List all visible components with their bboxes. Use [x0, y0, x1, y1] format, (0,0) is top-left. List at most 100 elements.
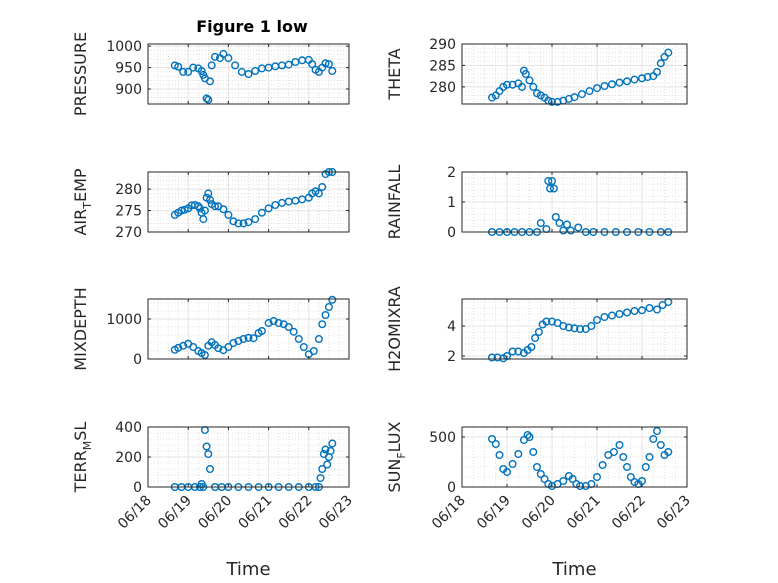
- y-tick-label: 0: [133, 352, 142, 368]
- data-point: [488, 435, 497, 444]
- data-point: [525, 76, 534, 85]
- y-tick-label: 4: [447, 319, 456, 335]
- data-point: [564, 323, 573, 332]
- data-point: [600, 81, 609, 90]
- data-point: [299, 343, 308, 352]
- y-tick-label: 200: [115, 450, 142, 466]
- data-point: [563, 220, 572, 229]
- data-point: [244, 69, 253, 78]
- y-tick-label: 400: [115, 420, 142, 436]
- data-point: [566, 226, 575, 235]
- data-point: [314, 335, 323, 344]
- data-point: [548, 97, 557, 106]
- data-point: [207, 61, 216, 70]
- data-point: [630, 307, 639, 316]
- y-tick-label: 900: [115, 82, 142, 98]
- data-point: [179, 341, 188, 350]
- data-point: [542, 317, 551, 326]
- data-point: [619, 453, 628, 462]
- data-point: [645, 453, 654, 462]
- subplot-air-temp: 270 275 280 AIRTEMP: [71, 167, 350, 241]
- data-point: [514, 450, 523, 459]
- data-point: [324, 303, 333, 312]
- data-point: [638, 74, 647, 83]
- data-point: [257, 208, 266, 217]
- data-point: [645, 304, 654, 313]
- data-point: [284, 60, 293, 69]
- y-tick-label: 1000: [106, 39, 142, 55]
- x-tick-label: 06/21: [564, 493, 604, 533]
- data-point: [525, 433, 534, 442]
- y-axis-label: H2OMIXRA: [385, 286, 404, 372]
- data-point: [653, 305, 662, 314]
- data-point: [326, 447, 335, 456]
- y-tick-label: 1: [447, 195, 456, 211]
- data-point: [653, 67, 662, 76]
- y-tick-label: 275: [115, 204, 142, 220]
- data-point: [529, 82, 538, 91]
- data-point: [199, 215, 208, 224]
- data-point: [533, 463, 542, 472]
- data-point: [316, 474, 325, 483]
- data-point: [323, 460, 332, 469]
- data-point: [224, 54, 233, 63]
- data-point: [189, 343, 198, 352]
- data-point: [244, 218, 253, 227]
- data-point: [608, 311, 617, 320]
- data-point: [630, 75, 639, 84]
- data-point: [548, 176, 557, 185]
- x-tick-label: 06/20: [519, 493, 559, 533]
- data-point: [214, 344, 223, 353]
- data-point: [174, 62, 183, 71]
- x-tick-label: 06/22: [609, 493, 649, 533]
- data-point: [544, 176, 553, 185]
- data-point: [638, 306, 647, 315]
- data-point: [615, 441, 624, 450]
- data-point: [630, 478, 639, 487]
- data-point: [576, 325, 585, 334]
- data-point: [202, 94, 211, 103]
- data-point: [269, 317, 278, 326]
- y-tick-label: 280: [429, 80, 456, 96]
- data-point: [551, 212, 560, 221]
- subplot-h2omixra: 2 4 H2OMIXRA: [385, 286, 688, 372]
- data-point: [570, 93, 579, 102]
- data-point: [664, 48, 673, 57]
- data-point: [231, 61, 240, 70]
- data-point: [623, 463, 632, 472]
- y-tick-label: 0: [447, 225, 456, 241]
- data-point: [495, 451, 504, 460]
- y-tick-label: 0: [447, 480, 456, 496]
- x-axis-label: Time: [225, 559, 270, 580]
- data-point: [570, 324, 579, 333]
- y-tick-label: 950: [115, 61, 142, 77]
- data-point: [284, 323, 293, 332]
- y-axis-label: THETA: [385, 48, 404, 100]
- data-point: [559, 477, 568, 486]
- x-tick-label: 06/18: [429, 493, 469, 533]
- data-point: [559, 226, 568, 235]
- data-point: [224, 210, 233, 219]
- data-point: [626, 473, 635, 482]
- data-point: [600, 313, 609, 322]
- data-point: [598, 461, 607, 470]
- data-point: [244, 333, 253, 342]
- data-point: [518, 82, 527, 91]
- data-point: [615, 310, 624, 319]
- data-point: [205, 465, 214, 474]
- subplot-theta: 280 285 290 THETA: [385, 37, 688, 106]
- y-axis-label: SUNFLUX: [385, 421, 408, 492]
- data-point: [274, 319, 283, 328]
- data-point: [555, 218, 564, 227]
- data-point: [179, 67, 188, 76]
- data-point: [229, 339, 238, 348]
- data-point: [521, 69, 530, 78]
- data-point: [491, 440, 500, 449]
- data-point: [200, 351, 209, 360]
- data-point: [309, 347, 318, 356]
- data-point: [549, 184, 558, 193]
- axes-box: [147, 43, 350, 105]
- data-point: [324, 60, 333, 69]
- data-point: [568, 475, 577, 484]
- data-point: [546, 184, 555, 193]
